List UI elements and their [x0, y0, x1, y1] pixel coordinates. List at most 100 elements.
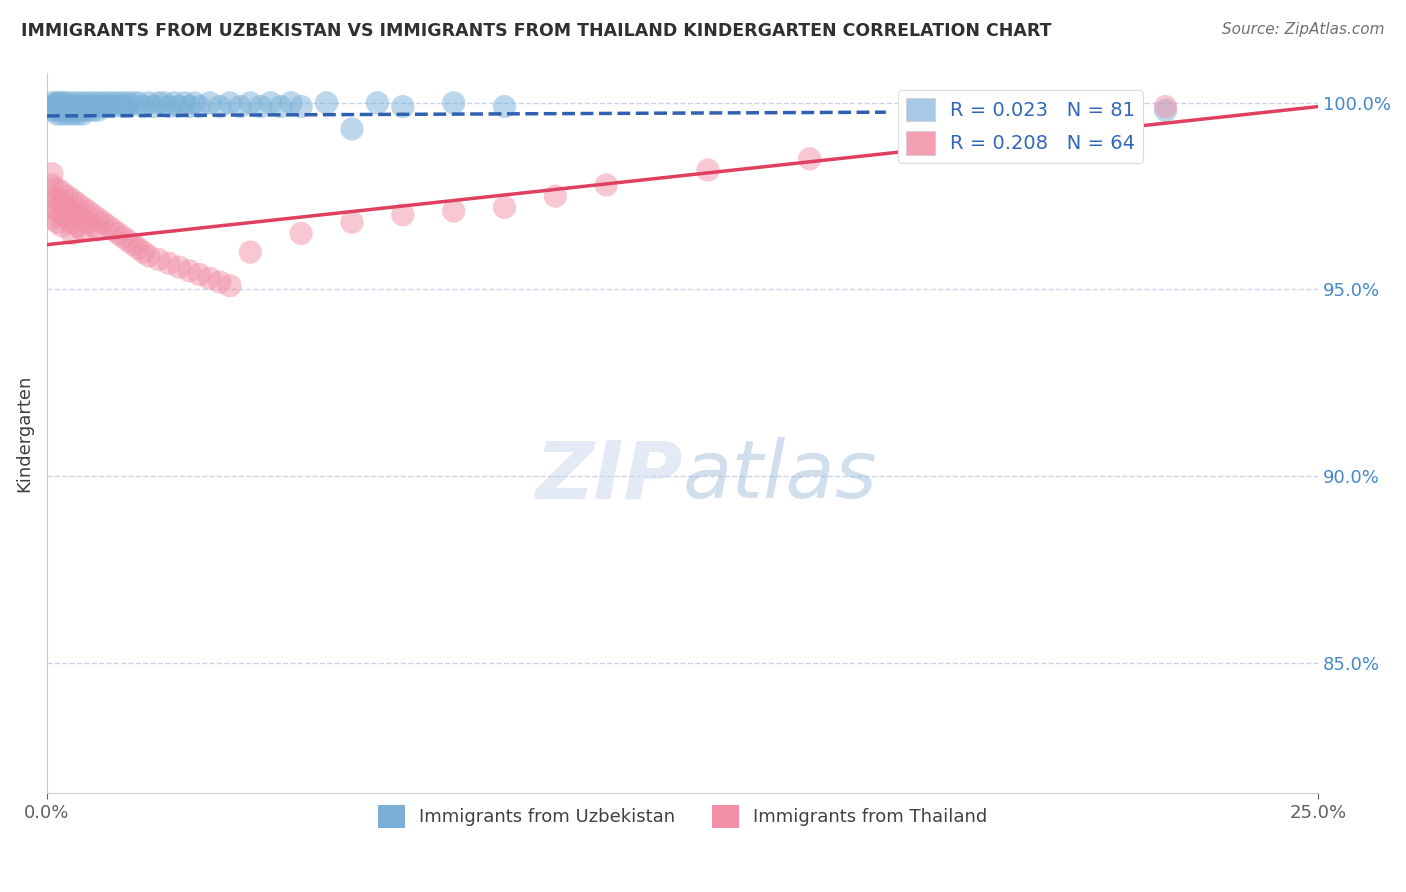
Text: atlas: atlas	[682, 437, 877, 516]
Point	[179, 264, 201, 278]
Point	[41, 95, 63, 110]
Point	[46, 95, 69, 110]
Point	[82, 99, 104, 113]
Point	[66, 208, 89, 222]
Point	[157, 99, 180, 113]
Point	[60, 95, 83, 110]
Point	[183, 95, 205, 110]
Point	[101, 99, 124, 113]
Point	[270, 99, 292, 113]
Point	[494, 200, 516, 214]
Point	[91, 99, 114, 113]
Point	[112, 99, 135, 113]
Point	[82, 208, 104, 222]
Point	[239, 95, 262, 110]
Point	[340, 215, 363, 229]
Point	[51, 186, 73, 200]
Point	[60, 99, 83, 113]
Point	[60, 193, 83, 207]
Point	[51, 95, 73, 110]
Point	[249, 99, 271, 113]
Point	[41, 99, 63, 113]
Point	[219, 95, 242, 110]
Point	[127, 95, 149, 110]
Point	[148, 252, 170, 267]
Point	[46, 215, 69, 229]
Point	[950, 99, 973, 113]
Point	[46, 103, 69, 118]
Point	[219, 278, 242, 293]
Point	[117, 99, 139, 113]
Point	[60, 215, 83, 229]
Point	[167, 99, 190, 113]
Y-axis label: Kindergarten: Kindergarten	[15, 375, 32, 491]
Point	[60, 227, 83, 241]
Point	[142, 99, 165, 113]
Point	[60, 204, 83, 219]
Point	[87, 211, 110, 226]
Point	[66, 99, 89, 113]
Point	[66, 107, 89, 121]
Point	[340, 122, 363, 136]
Point	[132, 99, 155, 113]
Point	[799, 152, 821, 166]
Point	[41, 211, 63, 226]
Point	[51, 103, 73, 118]
Point	[72, 200, 94, 214]
Point	[76, 95, 98, 110]
Point	[82, 103, 104, 118]
Point	[82, 95, 104, 110]
Point	[66, 95, 89, 110]
Point	[392, 208, 415, 222]
Point	[188, 99, 211, 113]
Point	[107, 95, 129, 110]
Point	[1154, 99, 1177, 113]
Point	[392, 99, 415, 113]
Text: Source: ZipAtlas.com: Source: ZipAtlas.com	[1222, 22, 1385, 37]
Point	[56, 200, 79, 214]
Point	[72, 107, 94, 121]
Point	[208, 99, 231, 113]
Point	[101, 95, 124, 110]
Point	[41, 103, 63, 118]
Point	[41, 189, 63, 203]
Point	[41, 167, 63, 181]
Point	[188, 268, 211, 282]
Point	[148, 95, 170, 110]
Point	[107, 227, 129, 241]
Point	[1104, 118, 1126, 132]
Point	[72, 211, 94, 226]
Point	[41, 178, 63, 192]
Point	[76, 103, 98, 118]
Point	[51, 99, 73, 113]
Point	[46, 95, 69, 110]
Point	[544, 189, 567, 203]
Point	[122, 95, 145, 110]
Point	[56, 103, 79, 118]
Point	[127, 241, 149, 255]
Point	[101, 223, 124, 237]
Point	[259, 95, 281, 110]
Point	[56, 99, 79, 113]
Point	[66, 219, 89, 233]
Point	[112, 230, 135, 244]
Point	[179, 99, 201, 113]
Point	[46, 204, 69, 219]
Point	[290, 227, 312, 241]
Point	[315, 95, 337, 110]
Point	[239, 245, 262, 260]
Text: ZIP: ZIP	[536, 437, 682, 516]
Point	[229, 99, 252, 113]
Point	[595, 178, 617, 192]
Point	[366, 95, 388, 110]
Point	[163, 95, 186, 110]
Point	[82, 219, 104, 233]
Point	[51, 219, 73, 233]
Point	[198, 95, 221, 110]
Point	[91, 215, 114, 229]
Point	[1154, 103, 1177, 118]
Point	[56, 107, 79, 121]
Point	[51, 208, 73, 222]
Point	[280, 95, 302, 110]
Point	[198, 271, 221, 285]
